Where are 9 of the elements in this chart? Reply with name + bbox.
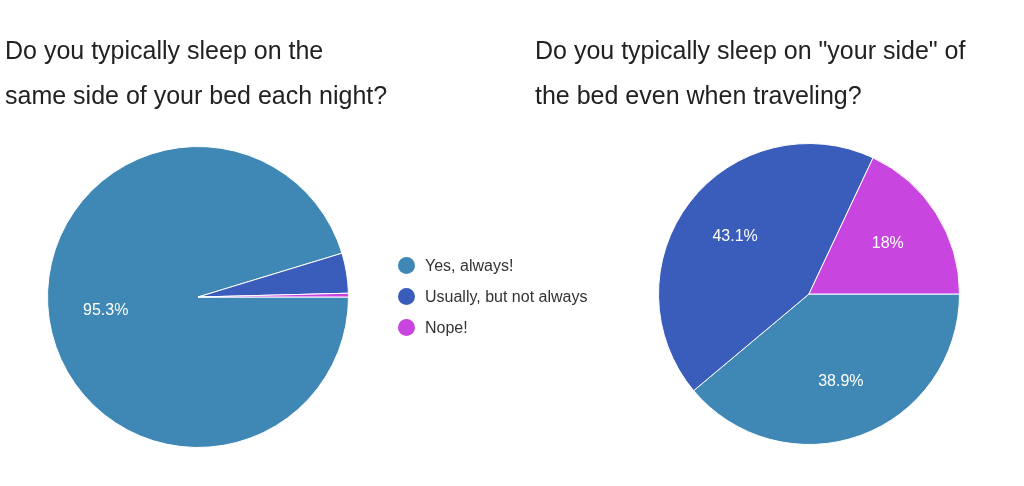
- chart-title: Do you typically sleep on "your side" of the bed even when traveling?: [535, 35, 967, 111]
- data-label: 18%: [871, 234, 904, 252]
- data-label: 95.3%: [83, 301, 129, 319]
- chart-title: Do you typically sleep on the same side of your bed each night?: [5, 35, 389, 111]
- legend-label: Yes, always!: [425, 256, 514, 275]
- legend-label: Nope!: [425, 318, 468, 337]
- data-label: 43.1%: [712, 227, 758, 245]
- data-label: 38.9%: [818, 372, 864, 390]
- legend-label: Usually, but not always: [425, 287, 588, 306]
